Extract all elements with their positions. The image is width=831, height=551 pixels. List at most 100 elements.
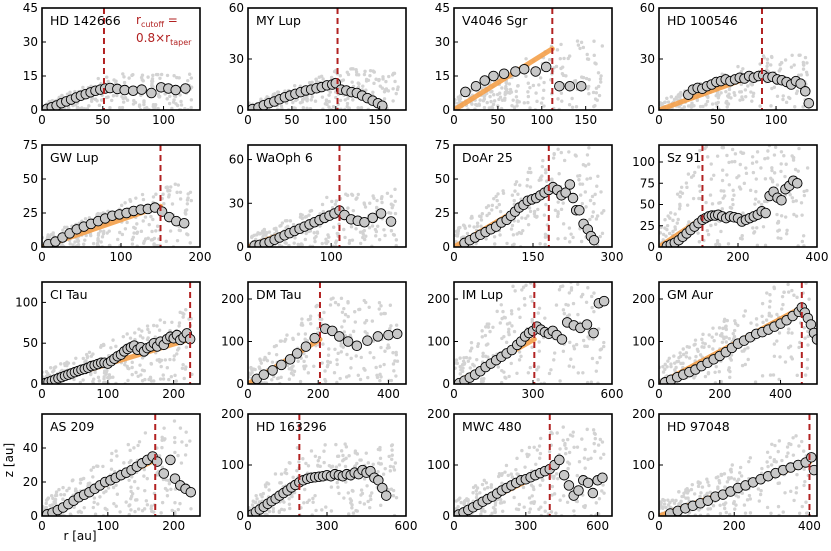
data-point <box>803 479 807 484</box>
annotation-factor: 0.8×r <box>136 31 170 45</box>
data-point <box>724 340 728 344</box>
data-point <box>264 231 269 236</box>
data-point <box>101 232 106 236</box>
data-point <box>738 90 742 94</box>
data-point <box>772 153 777 157</box>
data-point <box>355 196 359 200</box>
data-point <box>92 500 96 505</box>
data-point <box>349 356 353 361</box>
data-point <box>570 96 574 101</box>
data-point <box>793 167 798 172</box>
data-point <box>554 511 558 515</box>
data-point <box>741 67 745 71</box>
data-point <box>566 460 570 464</box>
binned-circle <box>581 319 593 330</box>
data-point <box>145 337 150 342</box>
data-point <box>563 236 567 241</box>
data-point <box>734 503 738 507</box>
data-point <box>748 497 753 501</box>
data-point <box>133 226 137 230</box>
data-point <box>115 93 119 98</box>
data-point <box>462 224 467 228</box>
data-point <box>781 97 785 102</box>
data-point <box>755 150 760 154</box>
data-point <box>280 221 285 225</box>
data-point <box>684 351 689 355</box>
data-point <box>367 226 372 230</box>
data-point <box>338 98 343 103</box>
data-point <box>562 56 566 61</box>
data-point <box>159 72 164 77</box>
data-point <box>327 93 331 97</box>
data-point <box>361 232 365 236</box>
data-point <box>363 368 367 372</box>
data-point <box>250 234 254 239</box>
data-point <box>491 325 495 329</box>
data-point <box>263 512 267 516</box>
data-point <box>320 95 325 99</box>
data-point <box>685 203 690 207</box>
data-point <box>686 489 691 493</box>
data-point <box>313 454 318 458</box>
data-point <box>528 294 533 299</box>
data-point <box>538 242 542 246</box>
data-point <box>719 379 723 384</box>
data-point <box>87 104 91 108</box>
data-point <box>663 367 667 372</box>
data-point <box>540 174 544 178</box>
data-point <box>260 495 264 499</box>
binned-circle <box>470 80 482 92</box>
data-point <box>304 214 309 219</box>
data-point <box>189 105 193 110</box>
data-point <box>594 86 599 90</box>
data-point <box>704 145 708 149</box>
data-point <box>379 196 384 201</box>
x-tick-label: 100 <box>96 387 119 401</box>
data-point <box>724 510 728 515</box>
data-point <box>583 270 586 273</box>
data-point <box>161 377 166 381</box>
data-point <box>91 241 96 246</box>
data-point <box>805 61 809 65</box>
data-point <box>388 211 393 215</box>
data-point <box>71 243 75 247</box>
data-point <box>711 326 715 330</box>
data-point <box>794 491 798 495</box>
data-point <box>586 335 590 339</box>
data-point <box>666 503 671 507</box>
data-point <box>358 230 363 234</box>
plot-area <box>42 282 196 384</box>
data-point <box>525 177 530 182</box>
data-point <box>339 296 344 301</box>
data-point <box>315 230 320 234</box>
data-point <box>300 243 304 247</box>
data-point <box>517 350 522 354</box>
data-point <box>251 499 255 503</box>
data-point <box>789 65 794 69</box>
data-point <box>89 372 93 377</box>
data-point <box>170 320 174 324</box>
data-point <box>542 104 546 108</box>
panel-title: V4046 Sgr <box>462 13 528 28</box>
data-point <box>544 171 548 175</box>
data-point <box>663 226 667 230</box>
data-point <box>61 485 65 490</box>
data-point <box>600 231 605 236</box>
data-point <box>678 194 682 199</box>
data-point <box>184 308 188 312</box>
data-point <box>599 190 603 194</box>
data-point <box>678 204 682 208</box>
data-point <box>468 356 472 360</box>
data-point <box>751 226 755 230</box>
data-point <box>328 360 333 365</box>
data-point <box>98 229 103 233</box>
data-point <box>46 233 50 237</box>
data-point <box>661 506 665 511</box>
data-point <box>305 500 310 505</box>
data-point <box>475 486 480 490</box>
data-point <box>132 446 136 450</box>
data-point <box>475 357 479 362</box>
data-point <box>500 86 504 90</box>
data-point <box>801 105 805 109</box>
data-point <box>389 378 394 383</box>
